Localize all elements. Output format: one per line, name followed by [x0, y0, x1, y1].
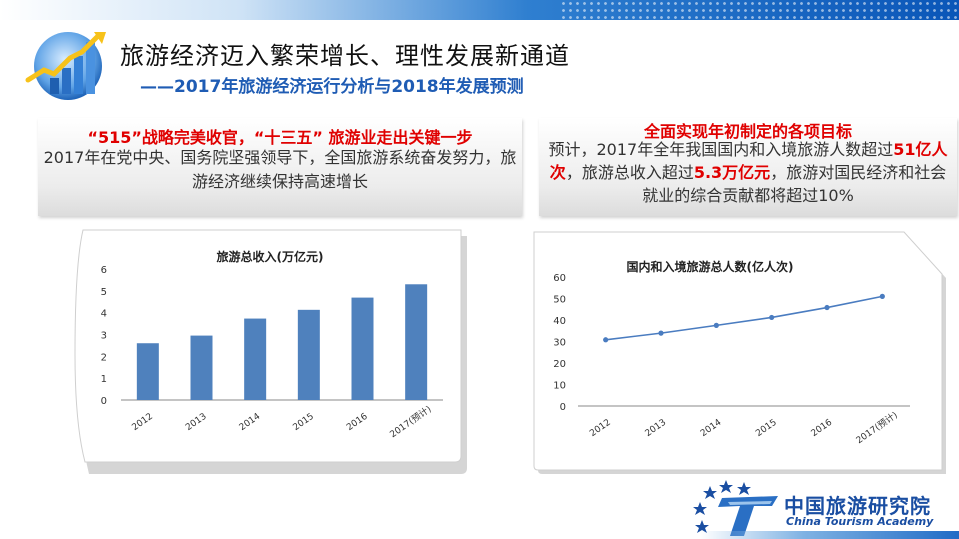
- bar-2013: [190, 335, 213, 400]
- visitors-highlight: 51亿人次: [549, 140, 948, 182]
- academy-logo-icon: [693, 480, 778, 536]
- bar-chart-y-tick: 6: [101, 265, 107, 276]
- bar-2017(预计): [405, 284, 428, 400]
- line-chart-y-tick: 40: [553, 316, 566, 327]
- line-chart-frame: [533, 231, 943, 471]
- line-chart-y-tick: 30: [553, 338, 566, 349]
- point-2012: [603, 337, 609, 343]
- revenue-highlight: 5.3万亿元: [693, 163, 771, 182]
- line-chart-y-tick: 10: [553, 381, 566, 392]
- academy-name-cn: 中国旅游研究院: [784, 494, 931, 518]
- strategy-heading: “515”战略完美收官，“十三五” 旅游业走出关键一步: [87, 128, 473, 147]
- strategy-body: 2017年在党中央、国务院坚强领导下，全国旅游系统奋发努力，旅游经济继续保持高速…: [43, 148, 517, 191]
- goals-text-1: 预计，2017年全年我国国内和入境旅游人数超过: [548, 140, 894, 159]
- bar-chart-y-tick: 4: [101, 309, 107, 320]
- strategy-panel: “515”战略完美收官，“十三五” 旅游业走出关键一步 2017年在党中央、国务…: [38, 118, 522, 216]
- goals-panel: 全面实现年初制定的各项目标 预计，2017年全年我国国内和入境旅游人数超过51亿…: [539, 118, 957, 216]
- goals-text-3: ，旅游对国民经济和社会就业的综合贡献都将超过10%: [642, 163, 947, 205]
- line-chart-title: 国内和入境旅游总人数(亿人次): [627, 259, 794, 274]
- bottom-stripe: [700, 531, 959, 539]
- bar-chart-y-tick: 1: [101, 374, 107, 385]
- page-subtitle: ——2017年旅游经济运行分析与2018年发展预测: [140, 77, 524, 97]
- bar-chart-y-tick: 0: [101, 396, 107, 407]
- growth-chart-icon: [25, 32, 106, 100]
- bar-2015: [297, 309, 320, 400]
- point-2015: [769, 314, 775, 321]
- bar-chart-frame: [74, 229, 462, 463]
- line-chart-y-tick: 60: [553, 273, 566, 284]
- goals-heading: 全面实现年初制定的各项目标: [643, 122, 852, 141]
- bar-chart-y-tick: 2: [101, 352, 107, 363]
- academy-name-en: China Tourism Academy: [786, 515, 934, 528]
- banner-dots: [560, 0, 959, 20]
- line-chart-y-tick: 50: [553, 295, 566, 306]
- line-chart-y-tick: 20: [553, 359, 566, 370]
- bar-2014: [244, 318, 267, 400]
- line-chart-series: [605, 295, 883, 341]
- bar-chart-y-tick: 5: [101, 287, 107, 298]
- bar-2012: [136, 343, 159, 400]
- point-2016: [824, 304, 830, 311]
- line-chart-y-tick: 0: [560, 402, 566, 413]
- bar-chart-title: 旅游总收入(万亿元): [217, 249, 324, 264]
- top-banner: [0, 0, 959, 20]
- bar-2016: [351, 297, 374, 400]
- page-title: 旅游经济迈入繁荣增长、理性发展新通道: [120, 42, 570, 70]
- point-2013: [658, 330, 664, 336]
- goals-text-2: ，旅游总收入超过: [565, 163, 694, 182]
- point-2017(预计): [879, 293, 885, 299]
- point-2014: [713, 322, 719, 328]
- goals-body: 预计，2017年全年我国国内和入境旅游人数超过51亿人次，旅游总收入超过5.3万…: [545, 138, 951, 207]
- bar-chart-y-tick: 3: [101, 331, 107, 342]
